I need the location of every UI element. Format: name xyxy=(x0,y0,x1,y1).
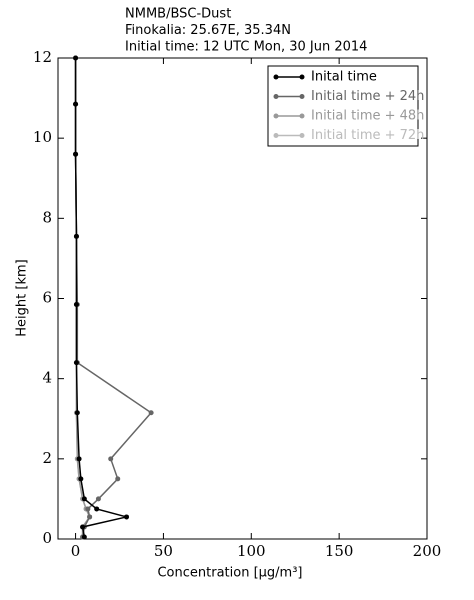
legend-swatch xyxy=(299,94,305,99)
chart-title: NMMB/BSC-Dust xyxy=(125,7,231,22)
data-point xyxy=(95,496,101,502)
data-point xyxy=(124,514,130,520)
data-point xyxy=(87,514,93,520)
y-tick-label: 0 xyxy=(42,529,52,547)
x-tick-label: 100 xyxy=(237,542,266,560)
data-point xyxy=(73,360,79,366)
data-point xyxy=(73,101,79,107)
y-tick-label: 4 xyxy=(42,369,52,387)
legend-label: Initial time + 72h xyxy=(311,128,424,143)
chart-title: Finokalia: 25.67E, 35.34N xyxy=(125,23,291,38)
y-axis-label: Height [km] xyxy=(15,259,30,336)
y-tick-label: 8 xyxy=(42,208,52,226)
y-tick-label: 6 xyxy=(42,289,52,307)
data-point xyxy=(73,302,79,308)
x-axis-label: Concentration [μg/m³] xyxy=(157,566,302,581)
x-tick-label: 50 xyxy=(154,542,173,560)
data-point xyxy=(74,410,80,416)
legend-swatch xyxy=(299,133,305,138)
data-point xyxy=(115,476,121,482)
x-tick-label: 150 xyxy=(325,542,354,560)
legend-swatch xyxy=(273,133,279,138)
data-point xyxy=(73,151,79,157)
legend-label: Initial time + 48h xyxy=(311,109,424,124)
y-tick-label: 2 xyxy=(42,449,52,467)
data-point xyxy=(85,506,91,512)
y-tick-label: 12 xyxy=(33,48,52,66)
data-point xyxy=(73,55,79,61)
legend-swatch xyxy=(273,74,279,80)
x-tick-label: 0 xyxy=(71,542,81,560)
legend-label: Inital time xyxy=(311,70,377,85)
x-tick-label: 200 xyxy=(413,542,442,560)
data-point xyxy=(81,534,87,540)
chart-title: Initial time: 12 UTC Mon, 30 Jun 2014 xyxy=(125,40,367,55)
data-point xyxy=(73,233,79,239)
data-point xyxy=(76,456,82,462)
legend-swatch xyxy=(273,113,279,119)
data-point xyxy=(148,410,154,416)
legend-swatch xyxy=(299,113,305,119)
series-line xyxy=(74,58,153,538)
data-point xyxy=(108,456,114,462)
series-line xyxy=(74,58,127,538)
y-tick-label: 10 xyxy=(33,128,52,146)
data-point xyxy=(80,524,86,530)
legend-swatch xyxy=(273,94,279,99)
data-point xyxy=(94,506,100,512)
legend-label: Initial time + 24h xyxy=(311,89,424,104)
legend-box xyxy=(267,65,419,147)
legend-swatch xyxy=(299,74,305,80)
data-point xyxy=(81,496,87,502)
data-point xyxy=(78,476,84,482)
